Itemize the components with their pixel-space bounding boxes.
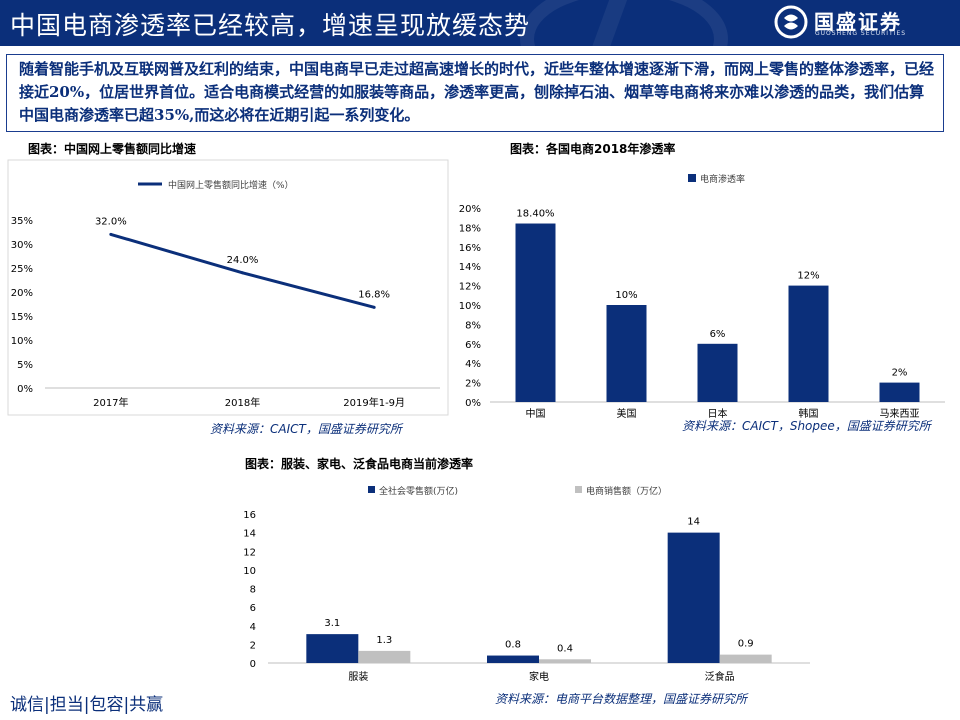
x-tick-label: 中国	[526, 407, 546, 420]
legend-swatch-1	[575, 486, 582, 493]
ecommerce-bar	[358, 650, 411, 663]
country-bar-chart: 0% 2% 4% 6% 8% 10% 12% 14% 16% 18% 20% 电商渗透率 18.40% 中…	[459, 173, 945, 420]
ecommerce-bar	[539, 659, 591, 663]
retail-bar	[306, 634, 359, 663]
penetration-data-label: 18.40%	[516, 209, 554, 220]
penetration-bar	[515, 223, 556, 402]
y-tick-label: 4	[250, 622, 256, 633]
x-tick-label: 家电	[529, 670, 549, 683]
y-tick-label: 2%	[465, 379, 481, 390]
legend-label-0: 全社会零售额(万亿)	[379, 485, 458, 497]
growth-data-label: 16.8%	[358, 289, 390, 300]
y-tick-label: 18%	[459, 223, 481, 234]
y-tick-label: 30%	[11, 240, 33, 251]
penetration-data-label: 2%	[892, 368, 908, 379]
penetration-data-label: 6%	[710, 329, 726, 340]
growth-data-point	[109, 232, 113, 236]
line-chart: 0% 5% 10% 15% 20% 25% 30% 35% 2017年 2018年 2019年1-9…	[7, 159, 449, 416]
y-tick-label: 10	[243, 566, 256, 577]
y-tick-label: 8%	[465, 320, 481, 331]
x-tick-label: 日本	[708, 407, 728, 420]
ecommerce-data-label: 0.4	[557, 643, 573, 654]
y-tick-label: 5%	[17, 360, 33, 371]
penetration-data-label: 12%	[797, 271, 819, 282]
y-tick-label: 14	[243, 529, 256, 540]
category-chart-source: 资料来源：电商平台数据整理，国盛证券研究所	[495, 692, 748, 706]
penetration-bar	[788, 285, 829, 402]
x-tick-label: 2017年	[93, 396, 128, 409]
penetration-bar	[697, 343, 738, 402]
brand-logo: 国盛证券 GUOSHENG SECURITIES	[774, 5, 954, 41]
country-chart-caption: 图表：各国电商2018年渗透率	[510, 142, 676, 156]
legend-swatch-0	[368, 486, 375, 493]
penetration-bar	[879, 382, 920, 402]
growth-data-point	[372, 305, 376, 309]
x-tick-label: 韩国	[799, 407, 819, 420]
page-title: 中国电商渗透率已经较高，增速呈现放缓态势	[10, 11, 531, 40]
growth-data-label: 32.0%	[95, 216, 127, 227]
y-tick-label: 14%	[459, 262, 481, 273]
y-tick-label: 20%	[11, 288, 33, 299]
y-tick-label: 12	[243, 547, 256, 558]
y-tick-label: 12%	[459, 282, 481, 293]
y-tick-label: 15%	[11, 312, 33, 323]
header-decoration-stripe	[579, 0, 759, 46]
retail-data-label: 14	[687, 517, 700, 528]
y-tick-label: 2	[250, 640, 256, 651]
growth-data-label: 24.0%	[227, 255, 259, 266]
ecommerce-data-label: 0.9	[738, 639, 754, 650]
x-tick-label: 马来西亚	[880, 408, 920, 420]
y-tick-label: 0%	[17, 384, 33, 395]
footer-slogan: 诚信|担当|包容|共赢	[10, 695, 164, 715]
ecommerce-data-label: 1.3	[376, 635, 392, 646]
growth-series-line	[110, 232, 375, 309]
x-tick-label: 2019年1-9月	[343, 396, 405, 409]
x-tick-label: 泛食品	[705, 670, 735, 683]
y-tick-label: 20%	[459, 204, 481, 215]
retail-data-label: 3.1	[324, 618, 340, 629]
y-tick-label: 35%	[11, 216, 33, 227]
growth-data-point	[241, 271, 244, 275]
y-tick-label: 0%	[465, 398, 481, 409]
legend-label-1: 电商销售额（万亿）	[586, 485, 667, 497]
y-tick-label: 10%	[459, 301, 481, 312]
y-tick-label: 10%	[11, 336, 33, 347]
intro-text: 随着智能手机及互联网普及红利的结束，中国电商早已走过超高速增长的时代，近些年整体…	[19, 60, 935, 124]
line-chart-caption: 图表：中国网上零售额同比增速	[28, 142, 197, 156]
country-chart-source: 资料来源：CAICT，Shopee，国盛证券研究所	[682, 419, 931, 433]
line-chart-source: 资料来源：CAICT，国盛证券研究所	[210, 422, 402, 436]
legend-swatch-penetration	[688, 174, 696, 182]
x-tick-label: 美国	[617, 407, 637, 420]
y-tick-label: 6%	[465, 340, 481, 351]
x-tick-label: 服装	[348, 670, 368, 683]
y-tick-label: 6	[250, 603, 256, 614]
ecommerce-bar	[719, 654, 772, 663]
retail-data-label: 0.8	[505, 640, 521, 651]
retail-bar	[487, 655, 539, 663]
category-bar-chart: 0 2 4 6 8 10 12 14 16 全社会零售额(万亿) 电商销售额（万亿） 3.1 1.3 服装…	[243, 485, 810, 683]
retail-bar	[667, 532, 720, 663]
y-tick-label: 4%	[465, 359, 481, 370]
legend-label-growth: 中国网上零售额同比增速（%）	[168, 179, 294, 191]
y-tick-label: 16%	[459, 243, 481, 254]
header-bar: 中国电商渗透率已经较高，增速呈现放缓态势 国盛证券 GUOSHENG SECUR…	[0, 0, 960, 46]
penetration-bar	[606, 305, 647, 402]
category-chart-caption: 图表：服装、家电、泛食品电商当前渗透率	[245, 457, 474, 471]
legend-label-penetration: 电商渗透率	[700, 173, 745, 185]
x-tick-label: 2018年	[225, 396, 260, 409]
penetration-data-label: 10%	[615, 290, 637, 301]
y-tick-label: 0	[250, 659, 256, 670]
brand-name: 国盛证券	[814, 10, 902, 34]
brand-logo-icon	[774, 5, 808, 39]
y-tick-label: 25%	[11, 264, 33, 275]
brand-name-en: GUOSHENG SECURITIES	[815, 30, 907, 37]
intro-box: 随着智能手机及互联网普及红利的结束，中国电商早已走过超高速增长的时代，近些年整体…	[6, 54, 944, 132]
line-chart-frame	[7, 159, 449, 416]
y-tick-label: 8	[250, 585, 256, 596]
y-tick-label: 16	[243, 510, 256, 521]
